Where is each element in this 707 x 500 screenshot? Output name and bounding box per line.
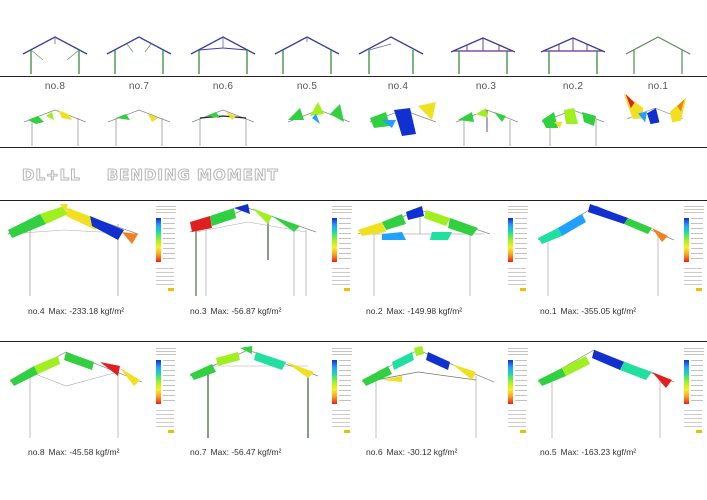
row-divider: [0, 76, 707, 77]
color-legend: [684, 204, 706, 294]
moment-mini-no2: [541, 108, 605, 146]
result-caption-max: Max: -149.98 kgf/m²: [386, 306, 463, 316]
section-title-load: DL+LL: [22, 166, 81, 185]
result-caption: no.5 Max: -163.23 kgf/m²: [540, 447, 636, 457]
color-legend: [508, 204, 530, 294]
frame-label: no.5: [296, 81, 318, 92]
truss-diagram-no4: [358, 36, 424, 74]
result-caption: no.4 Max: -233.18 kgf/m²: [28, 306, 124, 316]
color-legend: [332, 204, 354, 294]
color-legend: [332, 346, 354, 436]
moment-mini-no8: [23, 109, 87, 146]
truss-diagram-no1: [625, 36, 691, 74]
result-caption-frame: no.1: [540, 306, 557, 316]
frame-label: no.6: [212, 81, 234, 92]
moment-mini-no6: [191, 109, 255, 146]
frame-label: no.4: [387, 81, 409, 92]
moment-mini-no4: [369, 102, 437, 136]
result-caption-frame: no.4: [28, 306, 45, 316]
moment-mini-no7: [107, 109, 171, 146]
row-divider: [0, 147, 707, 148]
result-caption-max: Max: -30.12 kgf/m²: [386, 447, 458, 457]
result-caption-max: Max: -163.23 kgf/m²: [560, 447, 637, 457]
color-legend: [684, 346, 706, 436]
result-caption: no.3 Max: -56.87 kgf/m²: [190, 306, 281, 316]
truss-diagram-no3: [450, 37, 516, 74]
moment-result-no8: [9, 351, 143, 438]
truss-diagram-no2: [540, 37, 606, 74]
moment-result-no4: [7, 204, 139, 296]
truss-diagram-no6: [190, 36, 256, 74]
moment-mini-no1: [623, 93, 687, 125]
moment-result-no5: [537, 349, 675, 438]
result-caption-frame: no.2: [366, 306, 383, 316]
moment-result-no1: [537, 204, 675, 296]
truss-diagram-no7: [106, 36, 172, 74]
moment-result-no3: [189, 204, 317, 296]
frame-label: no.7: [128, 81, 150, 92]
result-caption-frame: no.8: [28, 447, 45, 457]
frame-label: no.1: [647, 81, 669, 92]
result-caption-frame: no.7: [190, 447, 207, 457]
color-legend: [508, 346, 530, 436]
moment-mini-no3: [455, 108, 519, 146]
truss-diagram-no5: [274, 36, 340, 74]
result-caption: no.6 Max: -30.12 kgf/m²: [366, 447, 457, 457]
result-caption-frame: no.6: [366, 447, 383, 457]
result-caption: no.8 Max: -45.58 kgf/m²: [28, 447, 119, 457]
color-legend: [156, 204, 178, 294]
result-caption-frame: no.5: [540, 447, 557, 457]
section-title-topic: BENDING MOMENT: [106, 166, 279, 185]
frame-label: no.8: [44, 81, 66, 92]
result-caption-max: Max: -355.05 kgf/m²: [560, 306, 637, 316]
row-divider: [0, 200, 707, 201]
result-caption-frame: no.3: [190, 306, 207, 316]
moment-mini-no5: [287, 102, 351, 124]
frame-label: no.3: [475, 81, 497, 92]
result-caption-max: Max: -233.18 kgf/m²: [48, 306, 125, 316]
moment-result-no2: [357, 206, 491, 296]
result-caption: no.7 Max: -56.47 kgf/m²: [190, 447, 281, 457]
color-legend: [156, 346, 178, 436]
truss-diagram-no8: [22, 36, 88, 74]
moment-result-no7: [189, 346, 319, 438]
moment-result-no6: [361, 346, 495, 438]
section-title: DL+LL BENDING MOMENT: [22, 166, 305, 185]
result-caption: no.1 Max: -355.05 kgf/m²: [540, 306, 636, 316]
result-caption-max: Max: -45.58 kgf/m²: [48, 447, 120, 457]
row-divider: [0, 341, 707, 342]
result-caption-max: Max: -56.47 kgf/m²: [210, 447, 282, 457]
result-caption-max: Max: -56.87 kgf/m²: [210, 306, 282, 316]
frame-label: no.2: [562, 81, 584, 92]
result-caption: no.2 Max: -149.98 kgf/m²: [366, 306, 462, 316]
